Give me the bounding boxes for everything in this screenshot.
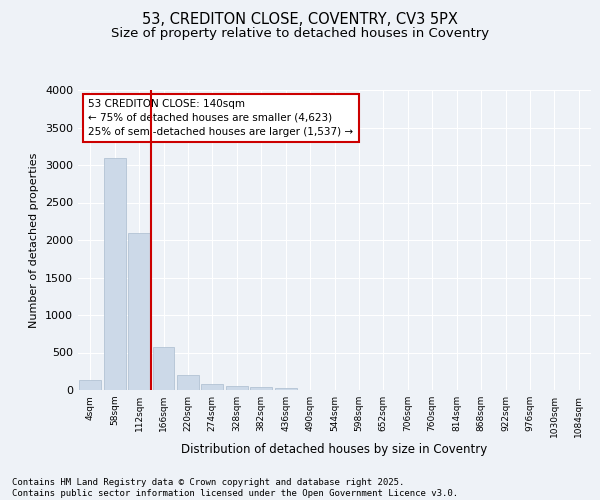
Text: 53, CREDITON CLOSE, COVENTRY, CV3 5PX: 53, CREDITON CLOSE, COVENTRY, CV3 5PX	[142, 12, 458, 28]
Text: Size of property relative to detached houses in Coventry: Size of property relative to detached ho…	[111, 28, 489, 40]
Text: Contains HM Land Registry data © Crown copyright and database right 2025.
Contai: Contains HM Land Registry data © Crown c…	[12, 478, 458, 498]
Bar	[250, 387, 272, 390]
Bar	[152, 347, 175, 390]
Bar	[177, 375, 199, 390]
Text: 53 CREDITON CLOSE: 140sqm
← 75% of detached houses are smaller (4,623)
25% of se: 53 CREDITON CLOSE: 140sqm ← 75% of detac…	[88, 99, 353, 137]
Bar	[104, 158, 125, 390]
Bar	[275, 388, 296, 390]
Y-axis label: Number of detached properties: Number of detached properties	[29, 152, 40, 328]
Bar	[226, 386, 248, 390]
X-axis label: Distribution of detached houses by size in Coventry: Distribution of detached houses by size …	[181, 442, 488, 456]
Bar	[128, 232, 150, 390]
Bar	[79, 380, 101, 390]
Bar	[202, 384, 223, 390]
